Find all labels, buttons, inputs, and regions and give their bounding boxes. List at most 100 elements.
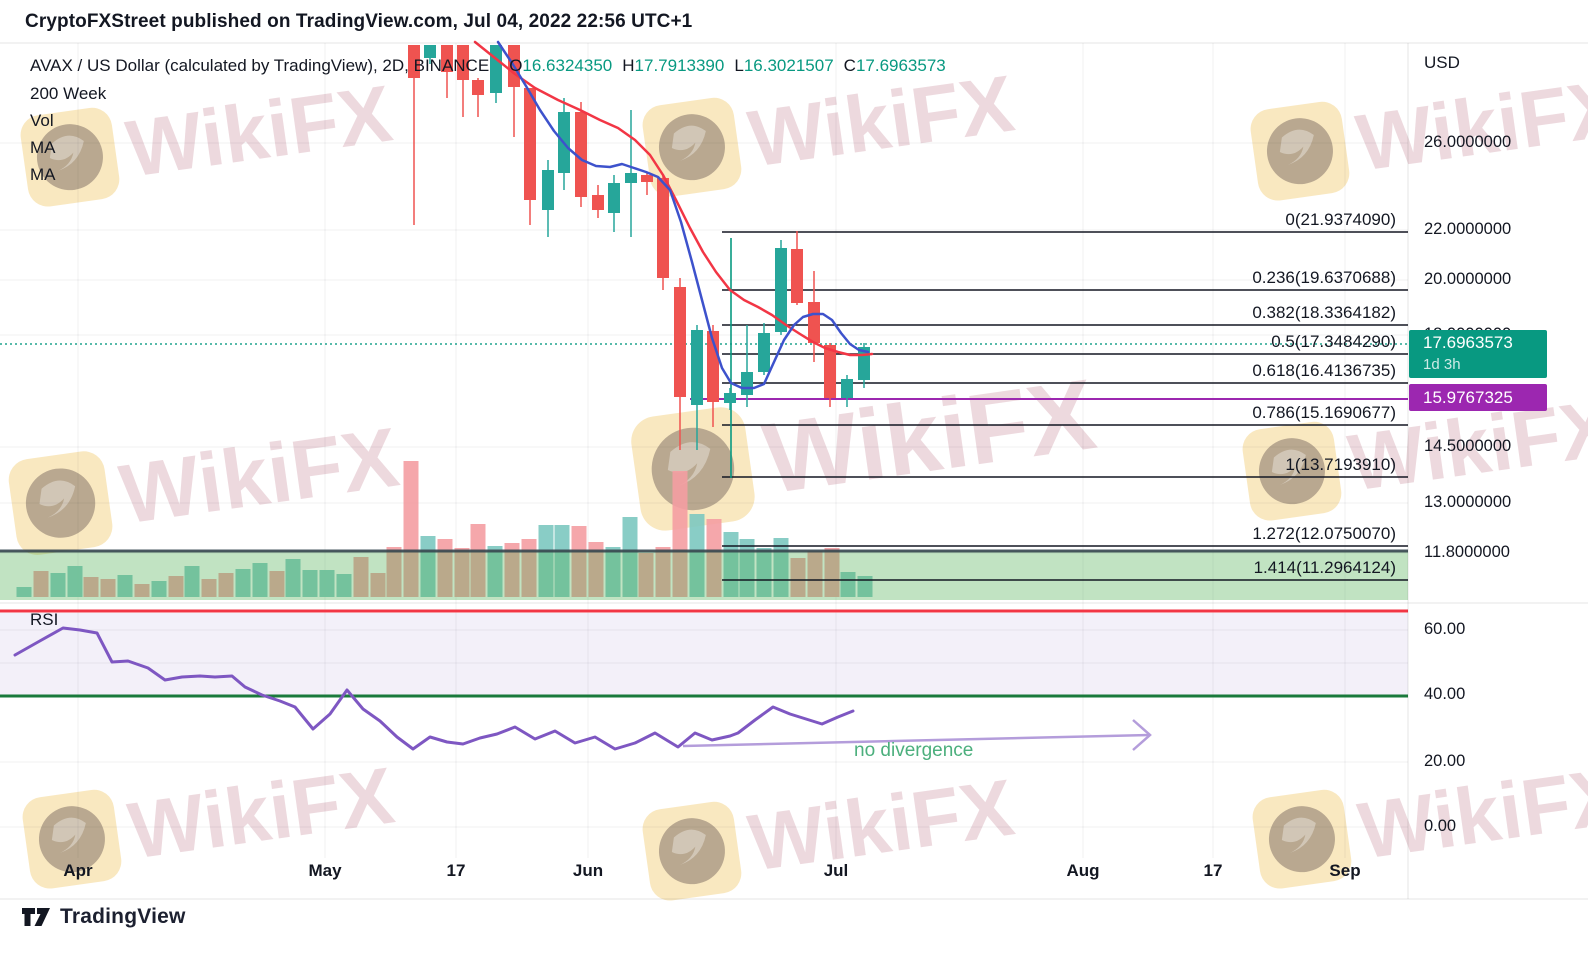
candlestick bbox=[424, 45, 436, 58]
publish-header: CryptoFXStreet published on TradingView.… bbox=[25, 11, 693, 32]
indicator-row-ma2[interactable]: MA bbox=[30, 165, 56, 184]
volume-bar bbox=[521, 539, 537, 597]
volume-bar bbox=[672, 471, 688, 597]
time-axis-label: 17 bbox=[446, 861, 466, 880]
time-axis-label: May bbox=[308, 861, 342, 880]
volume-bar bbox=[622, 517, 638, 597]
close-value: 17.6963573 bbox=[855, 56, 946, 75]
candlestick bbox=[808, 302, 820, 343]
purple-level-value: 15.9767325 bbox=[1423, 388, 1513, 407]
indicator-row-vol[interactable]: Vol bbox=[30, 111, 54, 130]
candlestick bbox=[524, 88, 536, 200]
tradingview-footer[interactable]: TradingView bbox=[20, 904, 186, 930]
open-value: 16.6324350 bbox=[522, 56, 613, 75]
svg-text:WikiFX: WikiFX bbox=[743, 762, 1019, 887]
candle-countdown: 1d 3h bbox=[1423, 356, 1461, 373]
rsi-pane-label[interactable]: RSI bbox=[30, 610, 59, 629]
volume-bar bbox=[134, 584, 150, 597]
volume-bar bbox=[605, 547, 621, 597]
candlestick bbox=[758, 333, 770, 372]
volume-bar bbox=[218, 573, 234, 597]
fib-level-label: 0.786(15.1690677) bbox=[1252, 403, 1396, 422]
volume-bar bbox=[454, 548, 470, 597]
volume-bar bbox=[201, 579, 217, 597]
fib-level-label: 1.272(12.0750070) bbox=[1252, 524, 1396, 543]
candlestick bbox=[641, 175, 653, 182]
volume-bar bbox=[370, 573, 386, 597]
high-value: 17.7913390 bbox=[634, 56, 725, 75]
volume-bar bbox=[790, 558, 806, 597]
volume-bar bbox=[168, 576, 184, 597]
fib-level-label: 0.236(19.6370688) bbox=[1252, 268, 1396, 287]
volume-bar bbox=[269, 571, 285, 597]
time-axis-label: Aug bbox=[1066, 861, 1100, 880]
svg-text:WikiFX: WikiFX bbox=[743, 58, 1019, 183]
fib-level-label: 0(21.9374090) bbox=[1285, 210, 1396, 229]
volume-bar bbox=[588, 542, 604, 597]
fib-level-label: 0.5(17.3484290) bbox=[1271, 332, 1396, 351]
axis-tick-label: 11.8000000 bbox=[1424, 543, 1510, 561]
candlestick bbox=[657, 178, 669, 278]
candlestick bbox=[608, 183, 620, 213]
volume-bar bbox=[235, 569, 251, 597]
divergence-arrow bbox=[682, 733, 1151, 748]
candlestick bbox=[691, 330, 703, 405]
high-label: H bbox=[622, 56, 635, 75]
close-label: C bbox=[843, 56, 856, 75]
fib-level-label: 1.414(11.2964124) bbox=[1253, 558, 1396, 577]
volume-bar bbox=[386, 547, 402, 597]
candlestick bbox=[824, 345, 836, 398]
indicator-row-ma1[interactable]: MA bbox=[30, 138, 56, 157]
candlestick bbox=[441, 45, 453, 72]
volume-bar bbox=[67, 566, 83, 597]
candlestick bbox=[674, 287, 686, 397]
indicator-row-200week[interactable]: 200 Week bbox=[30, 84, 107, 103]
low-value: 16.3021507 bbox=[743, 56, 834, 75]
tradingview-logo-icon bbox=[22, 908, 50, 926]
volume-bar bbox=[302, 570, 318, 597]
axis-tick-label: 40.00 bbox=[1424, 685, 1466, 703]
volume-bar bbox=[840, 572, 856, 597]
svg-text:WikiFX: WikiFX bbox=[1353, 750, 1588, 875]
volume-bar bbox=[554, 525, 570, 597]
volume-bar bbox=[100, 579, 116, 597]
volume-bar bbox=[689, 514, 705, 597]
candlestick bbox=[457, 45, 469, 80]
volume-bar bbox=[151, 581, 167, 597]
wikifx-watermark: WikiFX bbox=[1252, 750, 1588, 889]
candlestick bbox=[791, 249, 803, 303]
time-axis-label: 17 bbox=[1203, 861, 1223, 880]
volume-bar bbox=[638, 553, 654, 597]
divergence-arrow-head bbox=[1132, 719, 1152, 751]
volume-bar bbox=[33, 571, 49, 597]
volume-bar bbox=[285, 559, 301, 597]
svg-text:WikiFX: WikiFX bbox=[757, 358, 1102, 515]
volume-bar bbox=[117, 575, 133, 597]
rsi-band-fill bbox=[0, 613, 1408, 695]
axis-tick-label: 13.0000000 bbox=[1424, 493, 1512, 511]
symbol-title-row: AVAX / US Dollar (calculated by TradingV… bbox=[30, 56, 946, 76]
axis-tick-label: 22.0000000 bbox=[1424, 220, 1512, 238]
candlestick bbox=[592, 195, 604, 210]
low-label: L bbox=[734, 56, 744, 75]
axis-tick-label: 0.00 bbox=[1424, 817, 1457, 835]
price-axis-currency: USD bbox=[1424, 53, 1460, 72]
candlestick bbox=[542, 170, 554, 210]
axis-tick-label: 20.00 bbox=[1424, 752, 1466, 770]
volume-bar bbox=[706, 519, 722, 597]
symbol-title[interactable]: AVAX / US Dollar (calculated by TradingV… bbox=[30, 56, 490, 75]
volume-bar bbox=[184, 566, 200, 597]
no-divergence-annotation: no divergence bbox=[854, 740, 974, 761]
volume-bar bbox=[336, 574, 352, 597]
axis-tick-label: 20.0000000 bbox=[1424, 270, 1512, 288]
fib-level-label: 1(13.7193910) bbox=[1285, 455, 1396, 474]
wikifx-watermark: WikiFX bbox=[1250, 62, 1588, 201]
volume-bar bbox=[437, 539, 453, 597]
time-axis-label: Apr bbox=[63, 861, 93, 880]
svg-text:WikiFX: WikiFX bbox=[114, 410, 404, 542]
candlestick bbox=[775, 248, 787, 332]
svg-text:WikiFX: WikiFX bbox=[123, 750, 399, 875]
candlestick bbox=[841, 379, 853, 398]
volume-bar bbox=[807, 551, 823, 597]
